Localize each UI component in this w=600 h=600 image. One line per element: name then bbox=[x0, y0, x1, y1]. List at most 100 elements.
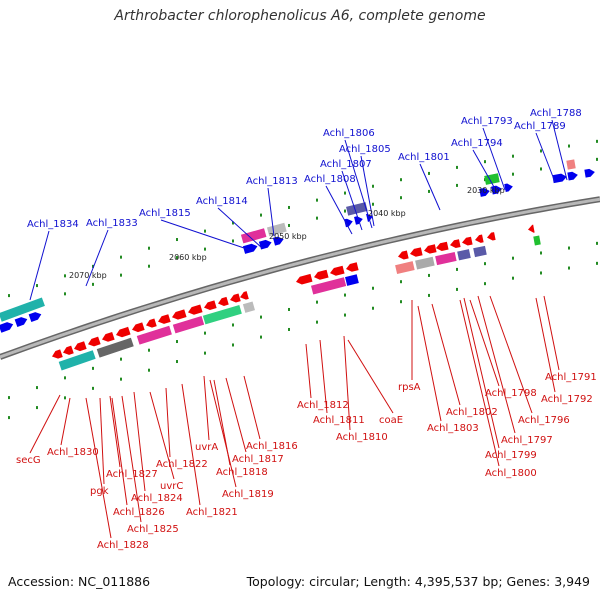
reverse-gene-label: Achl_1816 bbox=[246, 441, 298, 452]
reverse-gene-label: Achl_1797 bbox=[501, 435, 553, 446]
kbp-label: 2070 kbp bbox=[69, 271, 107, 280]
leader-line bbox=[360, 155, 375, 227]
tick-mark bbox=[596, 261, 598, 265]
tick-mark bbox=[120, 357, 122, 361]
reverse-gene-arrow bbox=[204, 300, 217, 311]
reverse-gene-block bbox=[242, 301, 255, 313]
tick-mark bbox=[232, 239, 234, 243]
forward-gene-label: Achl_1788 bbox=[530, 108, 582, 119]
reverse-gene-arrow bbox=[462, 236, 473, 246]
tick-mark bbox=[8, 396, 10, 400]
tick-mark bbox=[456, 287, 458, 291]
tick-mark bbox=[36, 284, 38, 288]
leader-line bbox=[535, 132, 556, 183]
forward-gene-arrow bbox=[491, 185, 502, 195]
reverse-gene-arrow bbox=[146, 318, 157, 328]
forward-gene-label: Achl_1834 bbox=[27, 219, 79, 230]
reverse-gene-block bbox=[310, 277, 347, 295]
leader-line bbox=[111, 397, 128, 506]
tick-mark bbox=[316, 300, 318, 304]
reverse-gene-arrow bbox=[410, 247, 423, 257]
tick-mark bbox=[288, 205, 290, 209]
leader-line bbox=[469, 299, 500, 387]
reverse-gene-label: rpsA bbox=[398, 382, 421, 393]
reverse-gene-arrow bbox=[88, 336, 101, 347]
reverse-gene-label: Achl_1802 bbox=[446, 407, 498, 418]
reverse-gene-label: Achl_1818 bbox=[216, 467, 268, 478]
leader-line bbox=[243, 375, 261, 440]
reverse-gene-arrow bbox=[436, 241, 449, 252]
tick-mark bbox=[120, 273, 122, 277]
tick-mark bbox=[288, 307, 290, 311]
forward-gene-arrow bbox=[0, 322, 14, 333]
reverse-gene-arrow bbox=[240, 291, 249, 300]
reverse-gene-block bbox=[473, 245, 487, 258]
leader-line-layer bbox=[29, 119, 568, 539]
tick-mark bbox=[92, 264, 94, 268]
reverse-gene-label: Achl_1827 bbox=[106, 469, 158, 480]
leader-line bbox=[419, 163, 441, 211]
tick-mark bbox=[344, 191, 346, 195]
leader-line bbox=[121, 395, 142, 523]
reverse-gene-arrow bbox=[528, 224, 535, 233]
reverse-gene-arrow bbox=[132, 322, 145, 333]
tick-mark bbox=[148, 246, 150, 250]
tick-mark bbox=[400, 280, 402, 284]
reverse-gene-arrow bbox=[102, 331, 115, 342]
forward-gene-label: Achl_1808 bbox=[304, 174, 356, 185]
tick-mark bbox=[148, 264, 150, 268]
reverse-gene-block bbox=[96, 337, 134, 358]
tick-mark bbox=[64, 292, 66, 296]
gene-layer bbox=[0, 159, 595, 371]
genome-summary-text: Topology: circular; Length: 4,395,537 bp… bbox=[246, 574, 590, 589]
tick-mark bbox=[400, 178, 402, 182]
reverse-gene-arrow bbox=[158, 314, 171, 324]
tick-mark bbox=[568, 266, 570, 270]
kbp-label: 2030 kbp bbox=[467, 186, 505, 195]
leader-line bbox=[472, 149, 499, 195]
reverse-gene-arrow bbox=[450, 239, 461, 249]
tick-mark bbox=[316, 320, 318, 324]
tick-mark bbox=[148, 368, 150, 372]
tick-mark bbox=[456, 183, 458, 187]
tick-mark bbox=[92, 282, 94, 286]
tick-mark bbox=[456, 267, 458, 271]
tick-mark bbox=[176, 340, 178, 344]
forward-gene-arrow bbox=[242, 243, 258, 254]
leader-line bbox=[217, 207, 263, 249]
tick-mark bbox=[428, 273, 430, 277]
reverse-gene-label: secG bbox=[16, 455, 41, 466]
reverse-gene-label: Achl_1799 bbox=[485, 450, 537, 461]
reverse-gene-block bbox=[136, 325, 172, 345]
tick-mark bbox=[344, 313, 346, 317]
tick-mark bbox=[456, 165, 458, 169]
backbone bbox=[0, 197, 600, 359]
tick-mark bbox=[204, 229, 206, 233]
backbone-layer bbox=[0, 196, 600, 360]
reverse-gene-block bbox=[172, 316, 205, 334]
leader-line bbox=[160, 219, 251, 251]
tick-mark bbox=[596, 139, 598, 143]
reverse-gene-arrow bbox=[487, 232, 496, 241]
leader-line bbox=[213, 379, 231, 466]
tick-mark bbox=[148, 348, 150, 352]
tick-mark bbox=[8, 294, 10, 298]
tick-mark bbox=[176, 360, 178, 364]
reverse-gene-label: coaE bbox=[379, 415, 403, 426]
tick-mark bbox=[400, 300, 402, 304]
reverse-gene-arrow bbox=[475, 234, 484, 243]
tick-mark bbox=[204, 331, 206, 335]
leader-line bbox=[209, 379, 237, 488]
leader-line bbox=[85, 397, 112, 539]
reverse-gene-label: Achl_1811 bbox=[313, 415, 365, 426]
leader-line bbox=[203, 375, 210, 441]
leader-line bbox=[551, 119, 568, 181]
leader-line bbox=[133, 391, 146, 492]
reverse-gene-block bbox=[202, 305, 242, 325]
leader-line bbox=[543, 295, 560, 371]
forward-gene-label: Achl_1789 bbox=[514, 121, 566, 132]
tick-mark bbox=[260, 315, 262, 319]
tick-mark bbox=[596, 241, 598, 245]
reverse-gene-block bbox=[415, 256, 435, 270]
tick-mark bbox=[512, 172, 514, 176]
